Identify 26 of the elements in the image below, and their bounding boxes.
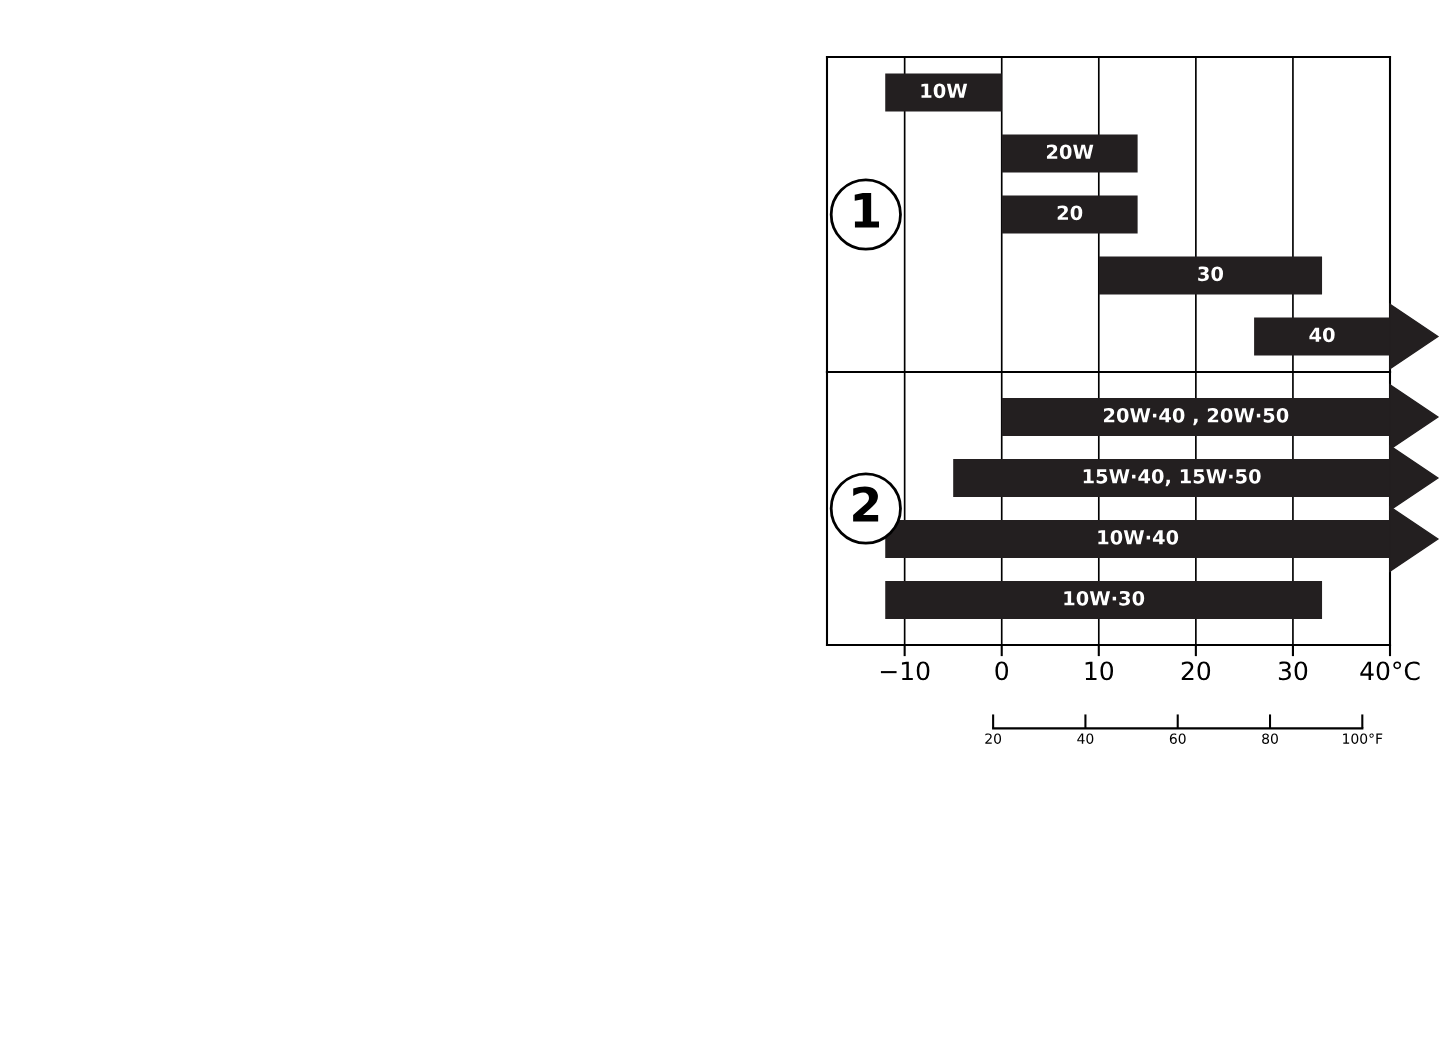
x2-tick-label: 80 [1262, 733, 1278, 744]
x-tick-label: 30 [1278, 661, 1308, 681]
y-tick-label: 10W·40 [1098, 529, 1179, 545]
category-label: 30 [1198, 266, 1224, 282]
x2-tick-label: 100°F [1343, 733, 1383, 744]
x2-tick-label: 20 [985, 733, 1002, 744]
bar [1001, 134, 1138, 173]
category-label: 40 [1309, 327, 1335, 343]
category-label: 20 [1057, 205, 1083, 221]
x2-tick-label: 40 [1077, 733, 1094, 744]
x2-tick-label: 60 [1169, 733, 1186, 744]
y-tick-label: 20W·40 , 20W·50 [1103, 407, 1289, 426]
bar [885, 73, 1002, 112]
bar [1098, 256, 1323, 295]
bar [1001, 195, 1138, 234]
y-tick-label: 10W·30 [1064, 590, 1145, 606]
x-tick-label: −10 [880, 661, 930, 681]
y-tick-label: 15W·40, 15W·50 [1083, 468, 1261, 487]
category-label: 20W [1046, 144, 1094, 160]
x-tick-label: 20 [1181, 661, 1211, 681]
annotation: 2 [853, 486, 879, 522]
x-tick-label: 10 [1085, 661, 1114, 681]
x-tick-label: 40°C [1360, 661, 1420, 681]
category-label: 10W [921, 83, 968, 99]
annotation: 1 [854, 193, 880, 228]
x-tick-label: 0 [995, 661, 1009, 681]
